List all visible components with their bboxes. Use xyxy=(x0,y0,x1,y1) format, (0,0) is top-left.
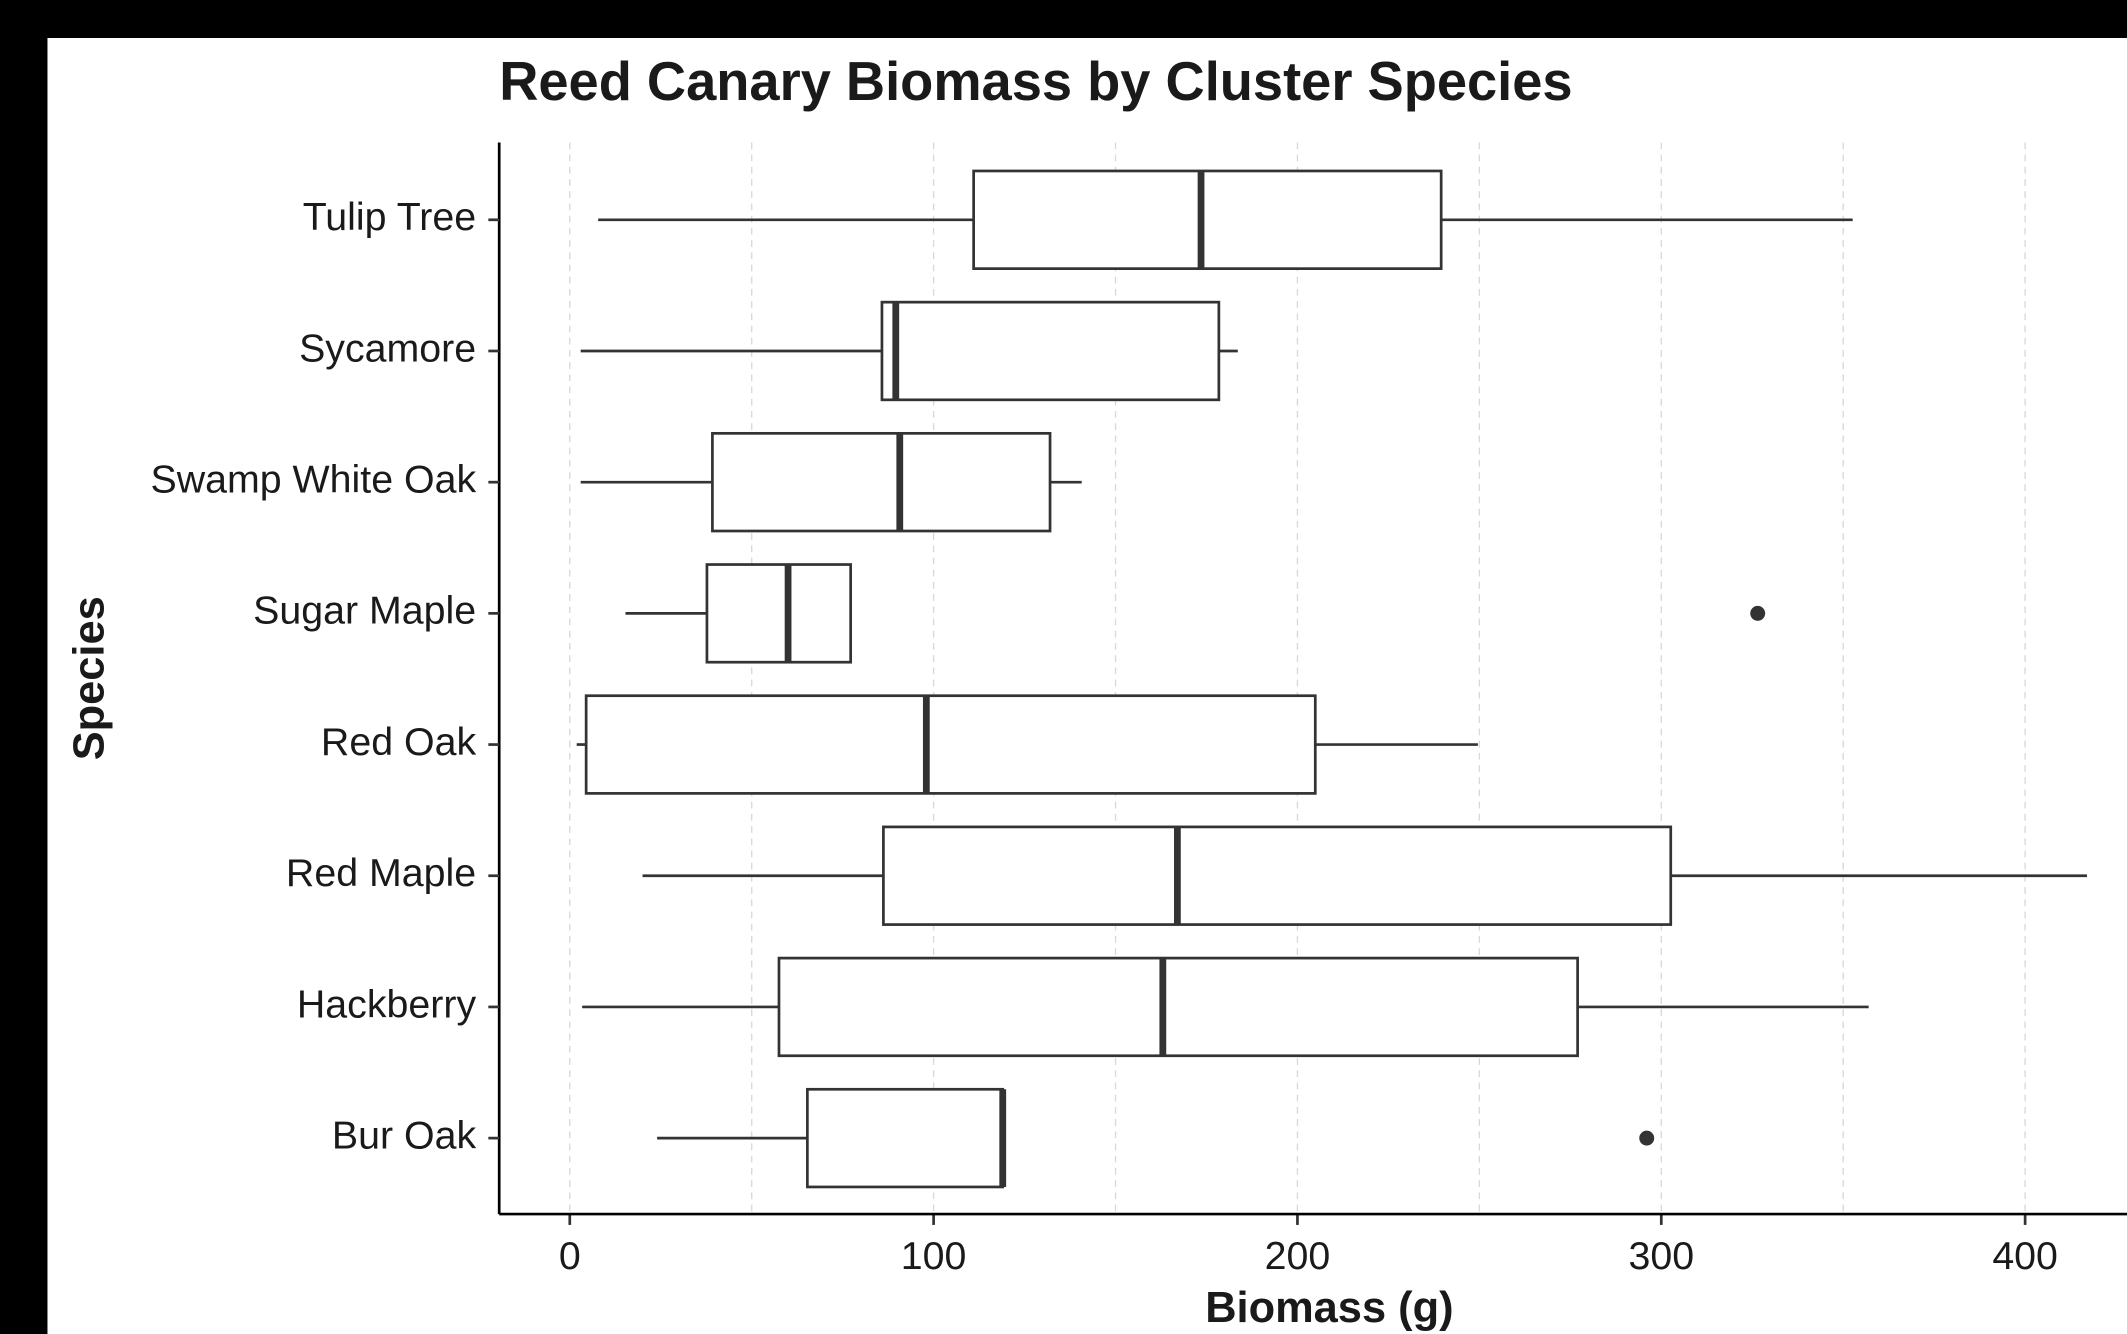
box xyxy=(584,694,1317,795)
y-tick-label: Red Maple xyxy=(286,851,476,895)
y-tick-label: Hackberry xyxy=(297,982,477,1026)
y-tick-label: Red Oak xyxy=(321,720,477,764)
box xyxy=(711,431,1052,533)
outlier xyxy=(1639,1130,1655,1146)
y-tick-label: Bur Oak xyxy=(332,1114,477,1158)
box xyxy=(705,563,853,664)
x-tick-label: 400 xyxy=(1992,1234,2058,1278)
x-tick-label: 100 xyxy=(901,1234,967,1278)
x-axis-title: Biomass (g) xyxy=(1205,1284,1453,1332)
x-tick-label: 200 xyxy=(1265,1234,1331,1278)
box xyxy=(882,825,1673,926)
y-tick-label: Sycamore xyxy=(299,326,476,370)
box xyxy=(972,169,1443,270)
x-tick-label: 0 xyxy=(559,1234,581,1278)
box xyxy=(880,300,1221,402)
x-tick-label: 300 xyxy=(1628,1234,1694,1278)
y-tick-label: Swamp White Oak xyxy=(150,458,476,502)
y-tick-label: Sugar Maple xyxy=(253,589,476,633)
box xyxy=(806,1087,1005,1189)
outlier xyxy=(1750,605,1766,621)
y-axis-title: Species xyxy=(66,596,114,760)
chart-title: Reed Canary Biomass by Cluster Species xyxy=(499,52,1572,112)
y-tick-label: Tulip Tree xyxy=(303,195,476,239)
box xyxy=(777,956,1579,1058)
